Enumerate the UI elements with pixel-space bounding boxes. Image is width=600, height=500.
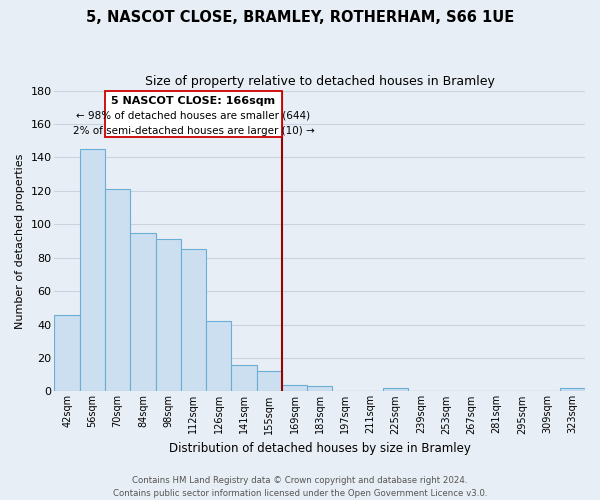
Text: 5 NASCOT CLOSE: 166sqm: 5 NASCOT CLOSE: 166sqm [112, 96, 275, 106]
Title: Size of property relative to detached houses in Bramley: Size of property relative to detached ho… [145, 75, 494, 88]
Bar [55, 314, 80, 392]
Text: Contains HM Land Registry data © Crown copyright and database right 2024.
Contai: Contains HM Land Registry data © Crown c… [113, 476, 487, 498]
Bar [560, 388, 585, 392]
Bar [105, 189, 130, 392]
Bar [307, 386, 332, 392]
Text: 5, NASCOT CLOSE, BRAMLEY, ROTHERHAM, S66 1UE: 5, NASCOT CLOSE, BRAMLEY, ROTHERHAM, S66… [86, 10, 514, 25]
Bar [80, 149, 105, 392]
Bar [282, 384, 307, 392]
Bar [206, 321, 232, 392]
Bar [232, 364, 257, 392]
Y-axis label: Number of detached properties: Number of detached properties [15, 154, 25, 328]
X-axis label: Distribution of detached houses by size in Bramley: Distribution of detached houses by size … [169, 442, 470, 455]
Bar [181, 250, 206, 392]
Text: ← 98% of detached houses are smaller (644): ← 98% of detached houses are smaller (64… [76, 110, 310, 120]
FancyBboxPatch shape [105, 90, 282, 138]
Bar [155, 240, 181, 392]
Bar [130, 232, 155, 392]
Text: 2% of semi-detached houses are larger (10) →: 2% of semi-detached houses are larger (1… [73, 126, 314, 136]
Bar [257, 372, 282, 392]
Bar [383, 388, 408, 392]
